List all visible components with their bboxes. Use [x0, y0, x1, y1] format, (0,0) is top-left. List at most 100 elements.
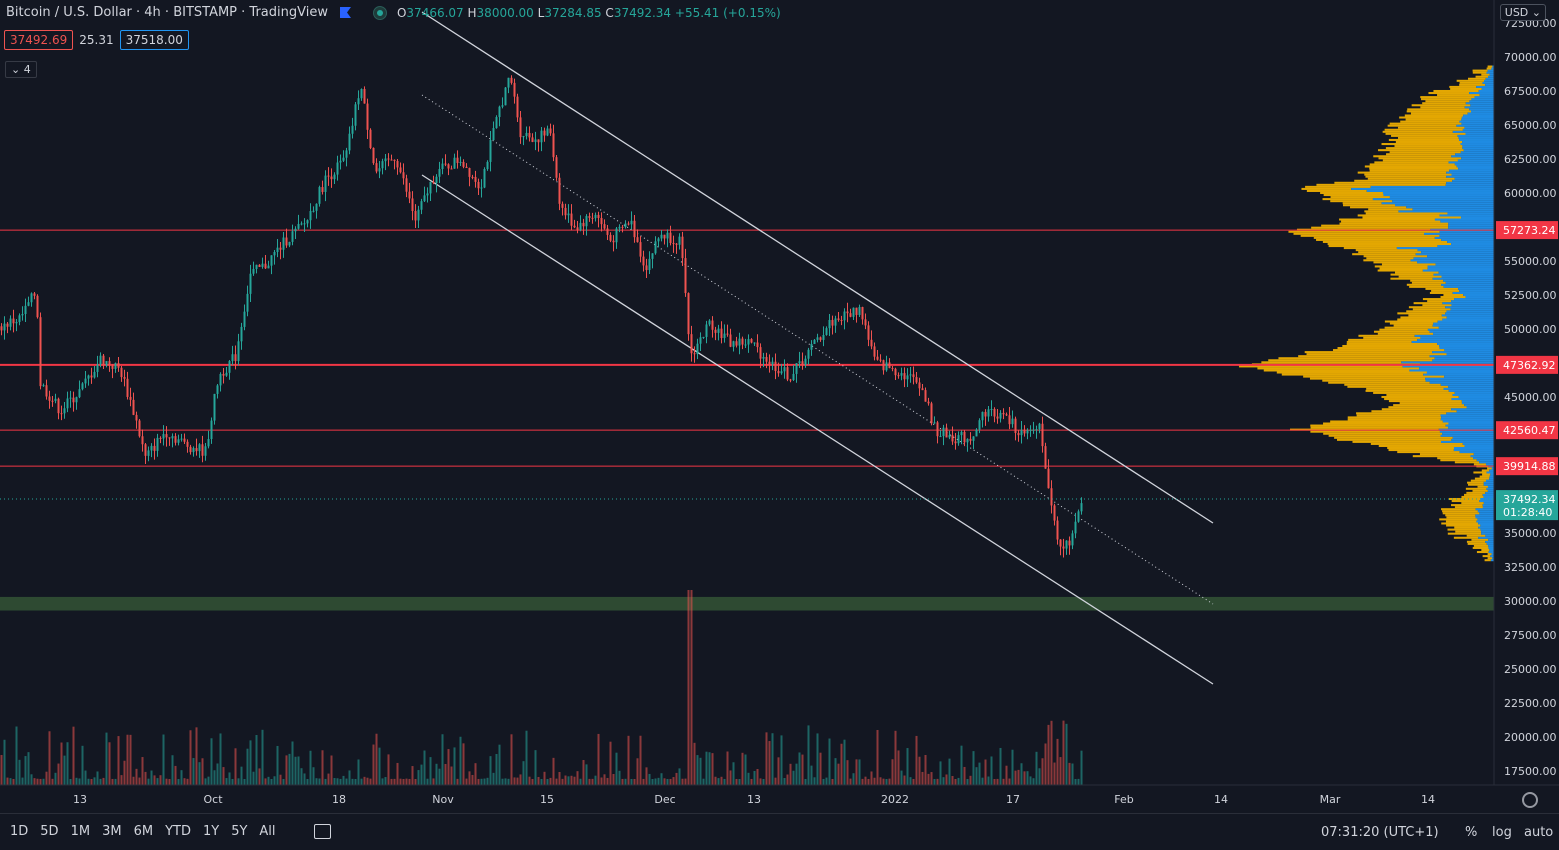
candle-body	[273, 252, 276, 256]
sell-button[interactable]: 37492.69	[4, 30, 74, 50]
calendar-icon[interactable]	[314, 824, 331, 839]
candle-body	[630, 220, 633, 225]
candle-body	[1026, 430, 1029, 434]
range-ytd-button[interactable]: YTD	[165, 824, 191, 839]
currency-button[interactable]: USD ⌄	[1499, 4, 1546, 21]
volume-bar	[945, 774, 948, 785]
candle-body	[81, 383, 84, 390]
candle-body	[639, 242, 642, 257]
volume-bar	[216, 763, 219, 785]
volume-bar	[483, 778, 486, 785]
volume-bar	[162, 734, 165, 785]
volume-bar	[420, 764, 423, 785]
volume-bar	[9, 778, 12, 785]
candle-body	[75, 397, 78, 403]
candle-body	[507, 77, 510, 88]
volume-bar	[351, 778, 354, 785]
candle-body	[6, 323, 9, 327]
volume-bar	[261, 729, 264, 785]
volume-bar	[687, 590, 690, 785]
candle-body	[741, 338, 744, 345]
range-3m-button[interactable]: 3M	[102, 824, 122, 839]
candle-body	[555, 157, 558, 178]
candle-body	[117, 363, 120, 368]
flag-icon[interactable]	[339, 7, 351, 18]
volume-bar	[663, 778, 666, 785]
candle-body	[213, 393, 216, 421]
range-1y-button[interactable]: 1Y	[202, 824, 220, 839]
candle-body	[1077, 511, 1080, 522]
high-value: 38000.00	[476, 5, 534, 20]
last-price-label: 37492.34	[1503, 493, 1556, 506]
volume-bar	[546, 778, 549, 785]
volume-bar	[75, 777, 78, 785]
last-price-label-bg	[1496, 490, 1558, 521]
candle-body	[612, 240, 615, 243]
range-all-button[interactable]: All	[259, 824, 276, 839]
symbol-title[interactable]: Bitcoin / U.S. Dollar · 4h · BITSTAMP · …	[6, 5, 328, 20]
volume-bar	[168, 778, 171, 785]
volume-bar	[528, 776, 531, 785]
candle-body	[912, 374, 915, 378]
indicators-collapse-button[interactable]: ⌄ 4	[5, 61, 37, 78]
candle-body	[183, 438, 186, 442]
volume-bar	[507, 778, 510, 785]
candle-body	[222, 373, 225, 376]
volume-bar	[201, 758, 204, 785]
log-scale-button[interactable]: log	[1492, 825, 1512, 840]
price-chart[interactable]: 72500.0070000.0067500.0065000.0062500.00…	[0, 0, 1559, 813]
price-tick-label: 52500.00	[1504, 289, 1557, 302]
candle-body	[954, 441, 957, 444]
candle-body	[888, 362, 891, 369]
volume-bar	[291, 741, 294, 785]
percent-scale-button[interactable]: %	[1465, 825, 1478, 840]
volume-bar	[1035, 751, 1038, 785]
volume-bar	[123, 760, 126, 785]
buy-button[interactable]: 37518.00	[119, 30, 189, 50]
volume-bar	[495, 753, 498, 785]
volume-bar	[852, 773, 855, 785]
range-5y-button[interactable]: 5Y	[231, 824, 248, 839]
volume-bar	[912, 778, 915, 785]
horizontal-lines	[0, 229, 1494, 467]
clock-time[interactable]: 07:31:20 (UTC+1)	[1321, 825, 1439, 840]
candle-body	[540, 130, 543, 143]
time-tick-label: Nov	[432, 793, 454, 806]
volume-bar	[375, 733, 378, 785]
volume-bar	[936, 778, 939, 785]
volume-bar	[171, 755, 174, 785]
volume-profile	[1238, 65, 1494, 562]
volume-bar	[873, 777, 876, 785]
candle-body	[780, 371, 783, 374]
range-1d-button[interactable]: 1D	[10, 824, 29, 839]
auto-scale-button[interactable]: auto	[1524, 825, 1554, 840]
candle-body	[981, 411, 984, 421]
low-value: 37284.85	[544, 5, 602, 20]
eye-icon[interactable]	[372, 5, 387, 20]
range-1m-button[interactable]: 1M	[70, 824, 91, 839]
volume-bar	[48, 731, 51, 785]
volume-bar	[858, 759, 861, 785]
volume-bar	[186, 778, 189, 785]
candle-body	[102, 355, 105, 366]
candle-body	[726, 333, 729, 335]
candle-body	[1005, 414, 1008, 416]
volume-bar	[189, 730, 192, 785]
range-5d-button[interactable]: 5D	[40, 824, 59, 839]
settings-gear-icon[interactable]	[1522, 792, 1538, 808]
volume-bar	[741, 752, 744, 785]
range-6m-button[interactable]: 6M	[133, 824, 154, 839]
volume-bar	[132, 776, 135, 785]
volume-bar	[645, 767, 648, 785]
volume-bar	[1068, 762, 1071, 785]
volume-bar	[582, 760, 585, 785]
volume-bar	[276, 745, 279, 785]
candle-body	[453, 157, 456, 169]
candle-body	[978, 420, 981, 430]
candle-body	[225, 372, 228, 376]
candle-body	[582, 222, 585, 227]
volume-bar	[522, 761, 525, 785]
candle-body	[1023, 430, 1026, 434]
hline-price-label: 39914.88	[1503, 460, 1556, 473]
candle-body	[786, 367, 789, 380]
